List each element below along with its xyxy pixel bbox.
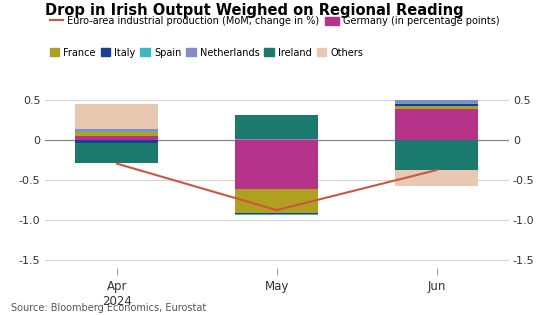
Bar: [75, 135, 158, 140]
Bar: [395, 140, 479, 170]
Bar: [395, 103, 479, 104]
Bar: [75, 104, 158, 129]
Bar: [75, 132, 158, 135]
Bar: [395, 104, 479, 106]
Bar: [235, 115, 318, 139]
Bar: [235, 140, 318, 189]
Bar: [75, 131, 158, 132]
Bar: [75, 140, 158, 143]
Legend: France, Italy, Spain, Netherlands, Ireland, Others: France, Italy, Spain, Netherlands, Irela…: [50, 48, 363, 58]
Text: Drop in Irish Output Weighed on Regional Reading: Drop in Irish Output Weighed on Regional…: [45, 3, 463, 18]
Bar: [395, 100, 479, 103]
Bar: [75, 143, 158, 163]
Bar: [395, 109, 479, 140]
Text: Source: Bloomberg Economics, Eurostat: Source: Bloomberg Economics, Eurostat: [11, 303, 206, 313]
Bar: [235, 214, 318, 215]
Bar: [395, 106, 479, 109]
Bar: [75, 129, 158, 131]
Bar: [395, 170, 479, 186]
Bar: [235, 139, 318, 140]
Bar: [235, 213, 318, 214]
Bar: [235, 189, 318, 213]
